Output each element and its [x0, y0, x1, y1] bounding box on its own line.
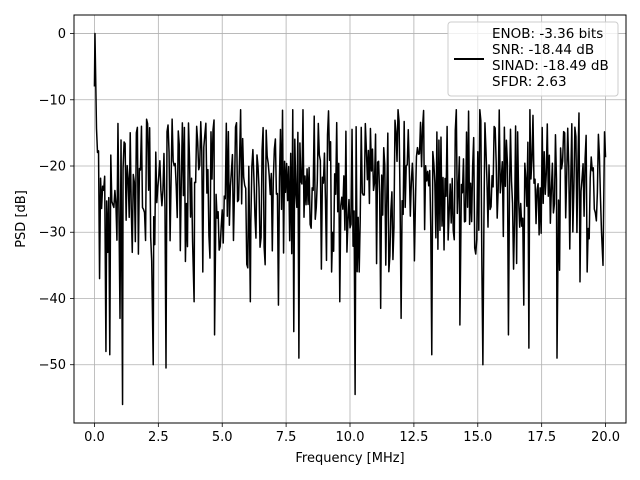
x-tick-label: 2.5	[148, 430, 169, 445]
x-tick-label: 17.5	[527, 430, 556, 445]
x-tick-label: 20.0	[591, 430, 620, 445]
axis-ticks: 0.0 2.5 5.0 7.5 10.0 12.5 15.0 17.5 20.0 0 −10 −20 −…	[39, 27, 620, 445]
psd-series-line	[93, 32, 607, 406]
x-tick-label: 5.0	[212, 430, 233, 445]
plot-area	[93, 32, 607, 406]
x-tick-label: 15.0	[463, 430, 492, 445]
y-axis-label: PSD [dB]	[14, 190, 29, 248]
legend-entry-snr: SNR: -18.44 dB	[492, 42, 594, 58]
y-tick-label: −10	[39, 93, 66, 108]
legend-entry-enob: ENOB: -3.36 bits	[492, 26, 603, 42]
legend-entry-sfdr: SFDR: 2.63	[492, 74, 567, 90]
legend: ENOB: -3.36 bits SNR: -18.44 dB SINAD: -…	[447, 21, 619, 97]
y-tick-label: −30	[39, 226, 66, 241]
legend-box	[447, 21, 619, 97]
y-tick-label: −20	[39, 160, 66, 175]
x-tick-label: 12.5	[399, 430, 428, 445]
x-axis-label: Frequency [MHz]	[295, 451, 404, 466]
x-tick-label: 10.0	[336, 430, 365, 445]
y-tick-label: −50	[39, 358, 66, 373]
y-tick-label: −40	[39, 292, 66, 307]
x-tick-label: 0.0	[84, 430, 105, 445]
y-tick-label: 0	[58, 27, 66, 42]
x-tick-label: 7.5	[276, 430, 297, 445]
legend-entry-sinad: SINAD: -18.49 dB	[492, 58, 609, 74]
